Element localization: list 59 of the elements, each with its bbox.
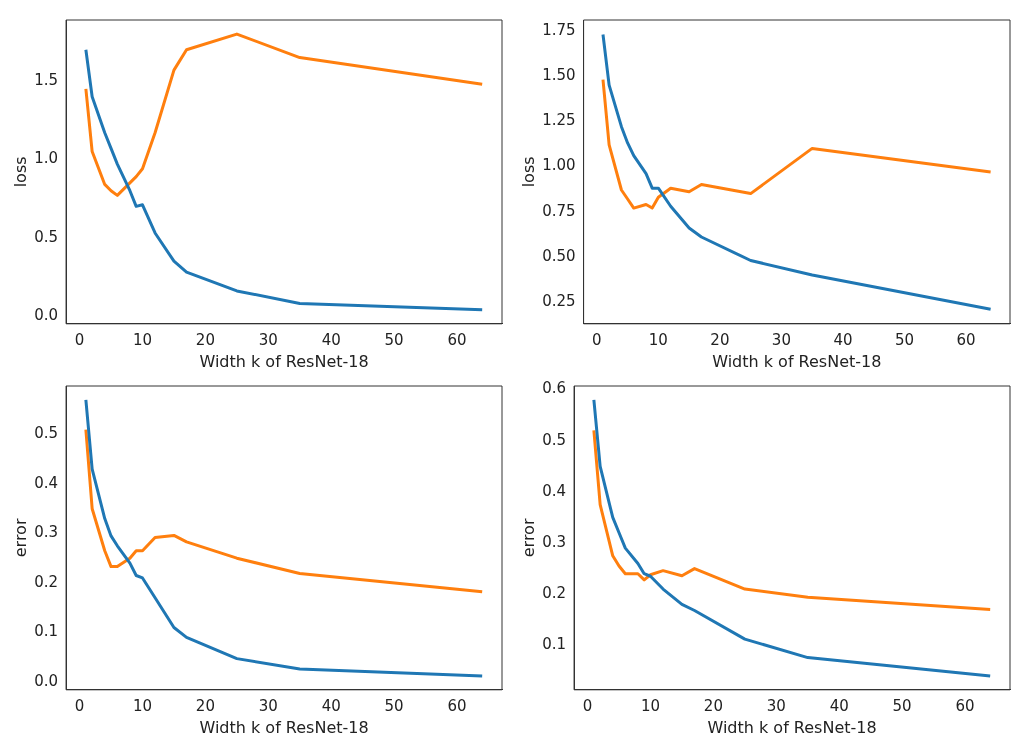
y-tick-label: 1.5: [34, 70, 59, 89]
y-tick-label: 0.2: [34, 572, 59, 591]
y-tick-label: 0.0: [34, 305, 59, 324]
x-tick-label: 20: [195, 330, 215, 349]
x-tick-label: 50: [384, 696, 404, 715]
x-tick-label: 0: [592, 330, 602, 349]
y-tick-label: 0.1: [542, 635, 567, 654]
x-tick-label: 0: [74, 696, 85, 715]
x-tick-label: 40: [833, 330, 853, 349]
y-tick-label: 0.3: [34, 523, 59, 542]
y-tick-label: 0.1: [34, 622, 59, 641]
x-axis-title: Width k of ResNet-18: [712, 351, 882, 371]
y-tick-label: 0.4: [34, 473, 59, 492]
x-tick-label: 60: [956, 330, 976, 349]
y-tick-label: 0.25: [542, 291, 576, 310]
x-tick-label: 60: [447, 696, 467, 715]
x-axis-title: Width k of ResNet-18: [199, 351, 369, 371]
x-tick-label: 0: [582, 696, 593, 715]
x-tick-label: 10: [648, 330, 668, 349]
x-tick-label: 10: [132, 330, 153, 349]
x-tick-label: 50: [892, 696, 912, 715]
y-tick-label: 1.75: [542, 20, 576, 39]
x-tick-label: 20: [703, 696, 723, 715]
x-tick-label: 20: [195, 696, 215, 715]
y-tick-label: 0.5: [34, 227, 59, 246]
x-tick-label: 60: [955, 696, 975, 715]
x-tick-label: 60: [447, 330, 467, 349]
x-tick-label: 40: [829, 696, 849, 715]
y-tick-label: 0.2: [542, 584, 567, 603]
y-tick-label: 0.50: [542, 246, 576, 265]
y-tick-label: 1.25: [542, 111, 576, 130]
x-tick-label: 30: [258, 696, 278, 715]
x-tick-label: 50: [384, 330, 404, 349]
y-axis-title: error: [10, 518, 30, 558]
x-tick-label: 40: [321, 330, 341, 349]
x-tick-label: 10: [640, 696, 661, 715]
y-tick-label: 1.00: [542, 156, 576, 175]
y-axis-title: error: [518, 518, 538, 558]
y-tick-label: 0.0: [34, 671, 59, 690]
x-tick-label: 30: [766, 696, 786, 715]
x-axis-title: Width k of ResNet-18: [199, 717, 369, 737]
y-axis-title: loss: [10, 156, 30, 188]
x-tick-label: 20: [710, 330, 730, 349]
x-tick-label: 30: [258, 330, 278, 349]
y-tick-label: 0.5: [542, 430, 567, 449]
y-tick-label: 1.0: [34, 149, 59, 168]
y-tick-label: 1.50: [542, 65, 576, 84]
x-tick-label: 0: [74, 330, 85, 349]
x-tick-label: 10: [132, 696, 153, 715]
x-tick-label: 30: [771, 330, 791, 349]
y-axis-title: loss: [518, 156, 538, 188]
y-tick-label: 0.3: [542, 532, 567, 551]
y-tick-label: 0.4: [542, 481, 567, 500]
x-tick-label: 50: [894, 330, 915, 349]
x-tick-label: 40: [321, 696, 341, 715]
x-axis-title: Width k of ResNet-18: [707, 717, 877, 737]
y-tick-label: 0.5: [34, 424, 59, 443]
y-tick-label: 0.6: [542, 379, 567, 398]
y-tick-label: 0.75: [542, 201, 576, 220]
